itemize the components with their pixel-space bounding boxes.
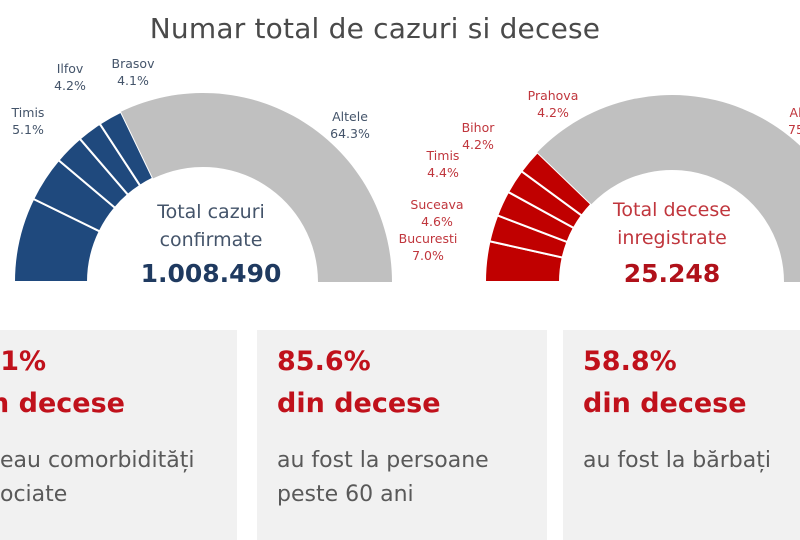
stat-card-desc-line: au fost la bărbați — [583, 448, 771, 473]
slice-label: Brasov — [112, 56, 156, 71]
stat-card-men: 58.8% din decese au fost la bărbați — [563, 330, 800, 540]
stat-card-desc-line: ociate — [0, 482, 68, 507]
slice-label: Ilfov — [57, 61, 84, 76]
slice-label: Alt — [790, 105, 800, 120]
slice-label: Prahova — [528, 88, 579, 103]
stat-card-desc-line: peste 60 ani — [277, 482, 414, 507]
slice-value-label: 4.2% — [462, 137, 494, 152]
slice-value-label: 4.4% — [427, 165, 459, 180]
cases-half-donut: sti%%Timis5.1%Ilfov4.2%Brasov4.1%Altele6… — [11, 56, 392, 288]
center-label: Total cazuri — [156, 201, 265, 223]
stat-card-heading: din decese — [583, 388, 747, 419]
slice-value-label: 4.2% — [537, 105, 569, 120]
slice-label: Altele — [332, 109, 368, 124]
center-label: confirmate — [160, 229, 263, 251]
slice-value-label: 75. — [788, 122, 800, 137]
slice-value-label: 5.1% — [12, 122, 44, 137]
center-total-value: 25.248 — [624, 259, 720, 288]
deaths-half-donut: Bucuresti 7.0% Suceava 4.6% Timis 4.4% Bihor 4.… — [399, 88, 800, 288]
slice-value-label: 4.2% — [54, 78, 86, 93]
slice-label: Timis — [11, 105, 45, 120]
slice-value-label: 4.6% — [421, 214, 453, 229]
stat-card-percent: .1% — [0, 346, 47, 377]
stat-card-over-60: 85.6% din decese au fost la persoane pes… — [257, 330, 547, 540]
slice-brasov — [98, 110, 155, 188]
stat-card-desc-line: eau comorbidități — [0, 448, 195, 473]
slice-label: Bihor — [462, 120, 496, 135]
stat-card-heading: n decese — [0, 388, 125, 419]
center-label: inregistrate — [617, 227, 727, 249]
slice-altele — [537, 95, 800, 282]
slice-altele — [120, 93, 392, 282]
slice-value-label: 7.0% — [412, 248, 444, 263]
slice-value-label: 4.1% — [117, 73, 149, 88]
slice-value-label: 64.3% — [330, 126, 370, 141]
stat-card-percent: 58.8% — [583, 346, 677, 377]
page-title: Numar total de cazuri si decese — [149, 12, 601, 45]
stat-card-desc-line: au fost la persoane — [277, 448, 489, 473]
slice-label: Bucuresti — [399, 231, 458, 246]
charts-canvas: sti%%Timis5.1%Ilfov4.2%Brasov4.1%Altele6… — [11, 56, 800, 288]
center-label: Total decese — [612, 199, 731, 221]
slice-label: Suceava — [410, 197, 463, 212]
stat-card-heading: din decese — [277, 388, 441, 419]
center-total-value: 1.008.490 — [141, 259, 282, 288]
slice-prahova — [520, 150, 593, 217]
stat-card-comorbidities: .1% n decese eau comorbidități ociate — [0, 330, 237, 540]
stat-card-percent: 85.6% — [277, 346, 371, 377]
slice-label: Timis — [426, 148, 460, 163]
